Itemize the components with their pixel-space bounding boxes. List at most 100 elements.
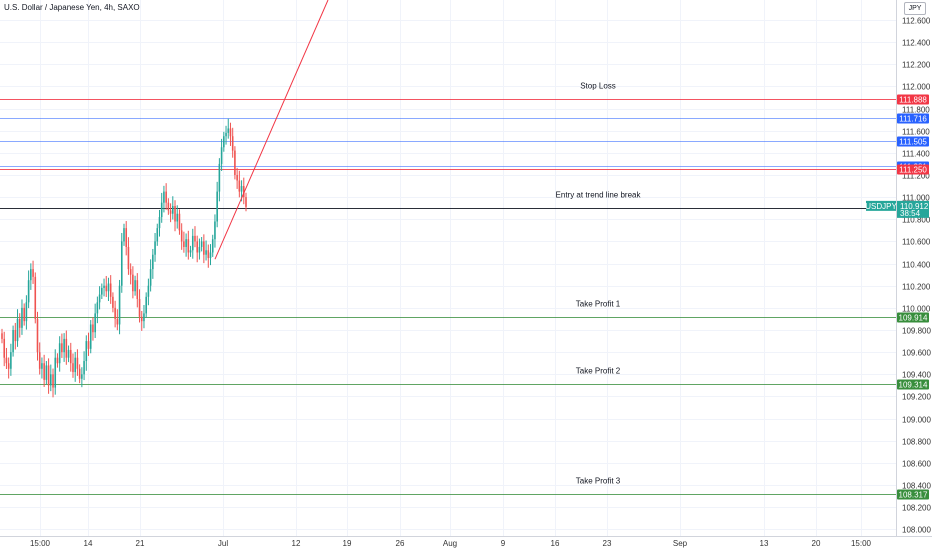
candle-body xyxy=(72,363,74,373)
candle-body xyxy=(96,302,99,314)
price-tag-label: 111.888 xyxy=(899,96,927,105)
y-tick-label: 109.000 xyxy=(902,416,931,425)
candle-body xyxy=(125,228,128,247)
countdown-label: 38:54 xyxy=(900,209,921,218)
level-annotations: Stop Loss Entry at trend line break Take P… xyxy=(556,82,642,486)
candle-body xyxy=(3,338,6,358)
candle-body xyxy=(54,357,57,388)
candle-body xyxy=(105,285,108,292)
y-tick-label: 111.400 xyxy=(902,150,930,159)
price-tag-label: 111.716 xyxy=(899,115,927,124)
candle-body xyxy=(152,254,154,270)
y-tick-label: 109.400 xyxy=(902,371,931,380)
candle-body xyxy=(169,210,172,214)
candle-body xyxy=(229,128,232,137)
currency-button[interactable]: JPY xyxy=(904,2,926,15)
candle-body xyxy=(58,343,61,364)
y-tick-label: 110.000 xyxy=(902,305,931,314)
candle-body xyxy=(27,280,30,303)
candle-body xyxy=(21,307,23,328)
candle-body xyxy=(134,280,136,292)
y-tick-label: 108.600 xyxy=(902,460,931,469)
x-tick-label: 15:00 xyxy=(30,539,51,548)
candle-body xyxy=(36,318,39,353)
candle-body xyxy=(203,241,205,255)
candle-body xyxy=(138,299,141,317)
y-tick-label: 109.200 xyxy=(902,393,931,402)
candle-body xyxy=(38,352,41,369)
price-tag xyxy=(897,136,929,147)
candle-body xyxy=(185,239,187,247)
y-tick-label: 112.400 xyxy=(902,39,931,48)
candle-body xyxy=(207,250,210,259)
price-tag-label: 109.314 xyxy=(899,381,928,390)
y-tick-label: 110.200 xyxy=(902,283,931,292)
candle-body xyxy=(50,374,52,386)
x-tick-label: Jul xyxy=(218,539,228,548)
time-axis[interactable]: 15:00 14 21 Jul 12 19 26 Aug 9 16 23 Sep 13 20 15:00 xyxy=(30,539,872,548)
y-tick-label: 112.200 xyxy=(902,61,931,70)
x-tick-label: 23 xyxy=(603,539,612,548)
plot-area[interactable] xyxy=(0,0,896,550)
candle-body xyxy=(76,357,79,369)
candle-body xyxy=(78,368,81,379)
level-label: Entry at trend line break xyxy=(556,191,642,200)
candle-body xyxy=(94,313,96,333)
candle-body xyxy=(112,296,114,308)
y-tick-label: 109.600 xyxy=(902,349,931,358)
candle-body xyxy=(198,246,201,253)
candle-body xyxy=(87,341,90,349)
candle-body xyxy=(61,343,63,353)
candle-body xyxy=(43,363,45,380)
candle-body xyxy=(69,349,72,364)
price-tag xyxy=(897,113,929,124)
y-tick-label: 111.200 xyxy=(902,172,930,181)
x-tick-label: 26 xyxy=(396,539,405,548)
candle-body xyxy=(12,330,14,353)
x-tick-label: 14 xyxy=(84,539,93,548)
candle-body xyxy=(191,235,194,251)
price-tag xyxy=(897,164,929,175)
candle-body xyxy=(140,316,143,322)
candle-body xyxy=(209,252,212,259)
x-tick-label: Aug xyxy=(443,539,457,548)
candle-body xyxy=(98,294,101,303)
price-tag-label: 108.317 xyxy=(899,491,928,500)
candle-body xyxy=(23,307,25,322)
grid xyxy=(0,0,896,536)
candle-body xyxy=(89,324,92,349)
symbol-tag-label: USDJPY xyxy=(865,202,897,211)
candle-body xyxy=(163,191,165,203)
candle-body xyxy=(132,274,134,292)
y-tick-label: 111.800 xyxy=(902,106,930,115)
candle-body xyxy=(127,246,130,270)
trend-line[interactable] xyxy=(214,0,329,260)
price-axis[interactable]: 108.000 108.200 108.400 108.600 108.800 109.0… xyxy=(902,17,931,535)
candle-body xyxy=(187,239,190,253)
candle-body xyxy=(205,250,207,255)
candle-body xyxy=(172,205,174,214)
candle-body xyxy=(32,269,34,277)
candle-body xyxy=(109,283,112,297)
candle-body xyxy=(145,296,147,314)
candle-body xyxy=(231,136,234,151)
candle-body xyxy=(34,276,37,319)
y-tick-label: 108.200 xyxy=(902,504,931,513)
price-tag xyxy=(897,94,929,105)
level-label: Take Profit 2 xyxy=(576,367,621,376)
candle-body xyxy=(236,174,238,181)
last-price-tag xyxy=(897,200,929,218)
candle-body xyxy=(10,352,12,369)
candle-body xyxy=(136,280,139,300)
candles xyxy=(1,118,247,398)
candle-body xyxy=(114,307,116,319)
price-tag xyxy=(897,489,929,500)
price-level-lines xyxy=(0,99,896,495)
candle-body xyxy=(129,269,132,275)
candle-body xyxy=(16,318,19,342)
y-tick-label: 110.400 xyxy=(902,261,931,270)
candle-body xyxy=(118,285,121,325)
candle-body xyxy=(214,221,216,240)
